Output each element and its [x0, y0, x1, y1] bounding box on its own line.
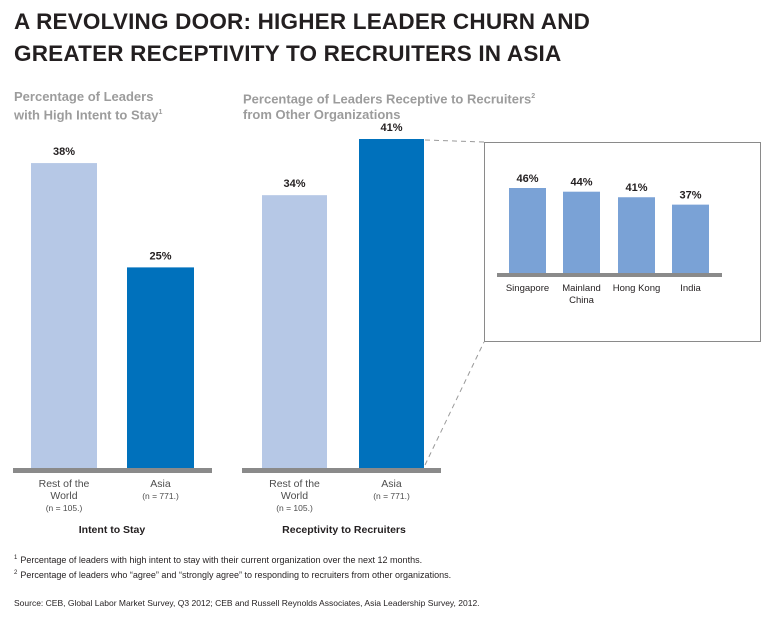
inset-value-label-3: 41% — [625, 182, 647, 194]
inset-category-label-2-line2: China — [569, 295, 595, 306]
footnote-1-text: Percentage of leaders with high intent t… — [20, 555, 423, 565]
inset-bar-4 — [672, 204, 709, 273]
left-value-label-2: 25% — [149, 250, 171, 262]
middle-axis-title: Receptivity to Recruiters — [282, 524, 406, 536]
inset-value-label-1: 46% — [516, 173, 538, 185]
middle-bar-1 — [262, 195, 327, 469]
left-category-n-1: (n = 105.) — [46, 503, 83, 513]
inset-category-label-4: India — [680, 283, 701, 294]
inset-category-label-2: Mainland — [562, 283, 601, 294]
middle-category-n-2: (n = 771.) — [373, 491, 410, 501]
middle-category-n-1: (n = 105.) — [276, 503, 313, 513]
middle-subtitle-line-2: from Other Organizations — [243, 107, 401, 123]
middle-category-label-2: Asia — [381, 478, 402, 490]
left-subtitle-line-2: with High Intent to Stay — [14, 107, 159, 123]
inset-connector-bottom — [424, 341, 485, 466]
left-axis-title: Intent to Stay — [79, 524, 146, 536]
middle-value-label-2: 41% — [380, 122, 402, 134]
left-value-label-1: 38% — [53, 146, 75, 158]
middle-subtitle-mark: 2 — [531, 93, 536, 100]
inset-connector-top — [424, 139, 485, 143]
inset-bar-3 — [618, 197, 655, 273]
footnote-1: 1 Percentage of leaders with high intent … — [14, 555, 422, 565]
left-category-n-2: (n = 771.) — [142, 491, 179, 501]
footnote-2-mark: 2 — [14, 570, 18, 576]
left-category-label-1: Rest of the — [39, 478, 90, 490]
left-chart-subtitle: Percentage of Leaders with High Intent t… — [14, 89, 162, 123]
middle-baseline — [242, 468, 441, 473]
left-baseline — [13, 468, 212, 473]
title-line-2: GREATER RECEPTIVITY TO RECRUITERS IN ASI… — [14, 41, 562, 66]
title-line-1: A REVOLVING DOOR: HIGHER LEADER CHURN AN… — [14, 9, 591, 34]
inset-category-label-1: Singapore — [506, 283, 549, 294]
middle-subtitle-line-1: Percentage of Leaders Receptive to Recru… — [243, 91, 532, 107]
middle-value-label-1: 34% — [283, 178, 305, 190]
left-bar-1 — [31, 163, 97, 468]
middle-chart-subtitle: Percentage of Leaders Receptive to Recru… — [243, 89, 535, 123]
inset-value-label-4: 37% — [679, 190, 701, 202]
inset-baseline — [497, 273, 722, 277]
middle-category-label-1-line2: World — [281, 490, 308, 502]
footnote-2: 2 Percentage of leaders who “agree” and “… — [14, 570, 451, 580]
footnote-2-text: Percentage of leaders who “agree” and “s… — [20, 570, 452, 580]
footnote-1-mark: 1 — [14, 555, 18, 561]
chart-title: A REVOLVING DOOR: HIGHER LEADER CHURN AN… — [14, 6, 754, 70]
left-category-label-1-line2: World — [50, 490, 77, 502]
left-subtitle-mark: 1 — [158, 109, 163, 116]
left-category-label-2: Asia — [150, 478, 171, 490]
source-note: Source: CEB, Global Labor Market Survey,… — [14, 598, 480, 608]
inset-bar-1 — [509, 188, 546, 273]
inset-bar-2 — [563, 191, 600, 273]
middle-category-label-1: Rest of the — [269, 478, 320, 490]
middle-bar-2 — [359, 139, 424, 468]
left-bar-2 — [127, 267, 194, 468]
inset-category-label-3: Hong Kong — [613, 283, 661, 294]
inset-value-label-2: 44% — [570, 177, 592, 189]
left-subtitle-line-1: Percentage of Leaders — [14, 89, 154, 104]
